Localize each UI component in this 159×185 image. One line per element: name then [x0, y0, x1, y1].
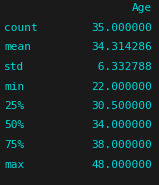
Text: 25%: 25% — [4, 101, 24, 111]
Text: count: count — [4, 23, 38, 33]
Text: min: min — [4, 82, 24, 92]
Text: max: max — [4, 159, 24, 169]
Text: 50%: 50% — [4, 120, 24, 130]
Text: 22.000000: 22.000000 — [91, 82, 152, 92]
Text: Age: Age — [132, 3, 152, 13]
Text: mean: mean — [4, 43, 31, 53]
Text: 34.000000: 34.000000 — [91, 120, 152, 130]
Text: 48.000000: 48.000000 — [91, 159, 152, 169]
Text: 6.332788: 6.332788 — [91, 62, 152, 72]
Text: 30.500000: 30.500000 — [91, 101, 152, 111]
Text: 38.000000: 38.000000 — [91, 140, 152, 150]
Text: 34.314286: 34.314286 — [91, 43, 152, 53]
Text: 35.000000: 35.000000 — [91, 23, 152, 33]
Text: std: std — [4, 62, 24, 72]
Text: 75%: 75% — [4, 140, 24, 150]
